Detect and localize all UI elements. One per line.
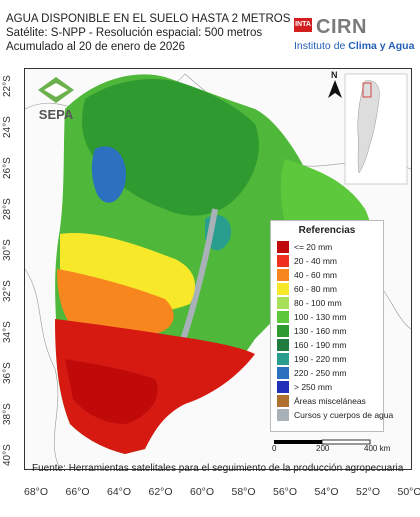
legend-label: 130 - 160 mm bbox=[294, 326, 347, 336]
latitude-label: 40°S bbox=[2, 444, 13, 466]
legend-item: 20 - 40 mm bbox=[277, 255, 337, 268]
latitude-label: 28°S bbox=[2, 198, 13, 220]
inta-cirn-logo: INTA CIRN Instituto de Clima y Agua bbox=[294, 16, 415, 58]
latitude-label: 30°S bbox=[2, 239, 13, 261]
legend-item: 130 - 160 mm bbox=[277, 325, 346, 338]
map-title: AGUA DISPONIBLE EN EL SUELO HASTA 2 METR… bbox=[6, 13, 291, 25]
legend-swatch bbox=[277, 325, 289, 337]
legend-swatch bbox=[277, 395, 289, 407]
longitude-label: 62°O bbox=[148, 486, 173, 498]
legend-swatch bbox=[277, 311, 289, 323]
legend-item: Cursos y cuerpos de agua bbox=[277, 409, 393, 422]
scale-bar: 0 200 400 km bbox=[272, 436, 392, 458]
north-arrow: N bbox=[326, 70, 344, 100]
sepa-logo: SEPA bbox=[35, 75, 77, 127]
inset-extent-box bbox=[362, 82, 372, 98]
longitude-label: 68°O bbox=[24, 486, 49, 498]
border-line bbox=[25, 268, 61, 469]
longitude-label: 58°O bbox=[231, 486, 256, 498]
legend-item: 160 - 190 mm bbox=[277, 339, 346, 352]
wet-zone-west bbox=[91, 146, 126, 203]
legend-label: <= 20 mm bbox=[294, 242, 333, 252]
latitude-label: 24°S bbox=[2, 116, 13, 138]
legend-label: Áreas misceláneas bbox=[294, 396, 366, 406]
legend-item: Áreas misceláneas bbox=[277, 395, 366, 408]
legend-swatch bbox=[277, 409, 289, 421]
source-note: Fuente: Herramientas satelitales para el… bbox=[32, 463, 404, 474]
legend-label: 80 - 100 mm bbox=[294, 298, 342, 308]
longitude-label: 50°O bbox=[397, 486, 420, 498]
legend-title: Referencias bbox=[298, 225, 356, 236]
legend-item: 100 - 130 mm bbox=[277, 311, 346, 324]
legend-label: 160 - 190 mm bbox=[294, 340, 347, 350]
extreme-dry-zone bbox=[65, 359, 158, 424]
legend-label: 220 - 250 mm bbox=[294, 368, 347, 378]
legend-swatch bbox=[277, 367, 289, 379]
longitude-label: 64°O bbox=[107, 486, 132, 498]
legend-label: 40 - 60 mm bbox=[294, 270, 337, 280]
legend-label: Cursos y cuerpos de agua bbox=[294, 410, 394, 420]
latitude-label: 22°S bbox=[2, 75, 13, 97]
inset-argentina-shape bbox=[357, 80, 380, 174]
legend-item: <= 20 mm bbox=[277, 241, 332, 254]
scale-tick-200: 200 bbox=[316, 444, 330, 453]
north-arrow-icon bbox=[328, 80, 342, 98]
legend-label: 100 - 130 mm bbox=[294, 312, 347, 322]
legend-swatch bbox=[277, 353, 289, 365]
map-date: Acumulado al 20 de enero de 2026 bbox=[6, 41, 186, 53]
scale-tick-400: 400 km bbox=[364, 444, 391, 453]
legend-swatch bbox=[277, 283, 289, 295]
legend-item: 60 - 80 mm bbox=[277, 283, 337, 296]
parana-river bbox=[177, 208, 218, 350]
institute-name: Instituto de Clima y Agua bbox=[294, 40, 415, 52]
legend: Referencias <= 20 mm 20 - 40 mm 40 - 60 mm… bbox=[270, 220, 393, 432]
longitude-label: 52°O bbox=[356, 486, 381, 498]
north-label: N bbox=[331, 70, 338, 80]
map-frame bbox=[24, 68, 412, 470]
inta-logo: INTA bbox=[294, 18, 312, 32]
legend-item: 220 - 250 mm bbox=[277, 367, 346, 380]
legend-swatch bbox=[277, 269, 289, 281]
longitude-label: 66°O bbox=[65, 486, 90, 498]
legend-swatch bbox=[277, 297, 289, 309]
latitude-label: 32°S bbox=[2, 280, 13, 302]
legend-label: 190 - 220 mm bbox=[294, 354, 347, 364]
legend-item: 40 - 60 mm bbox=[277, 269, 337, 282]
map-title-block: AGUA DISPONIBLE EN EL SUELO HASTA 2 METR… bbox=[6, 12, 306, 54]
cirn-logo-text: CIRN bbox=[316, 16, 367, 38]
sepa-diamond-icon bbox=[38, 77, 74, 103]
legend-item: 80 - 100 mm bbox=[277, 297, 342, 310]
legend-label: 60 - 80 mm bbox=[294, 284, 337, 294]
longitude-label: 56°O bbox=[273, 486, 298, 498]
latitude-label: 38°S bbox=[2, 403, 13, 425]
map-satellite: Satélite: S-NPP - Resolución espacial: 5… bbox=[6, 27, 263, 39]
legend-label: > 250 mm bbox=[294, 382, 333, 392]
scale-tick-0: 0 bbox=[272, 444, 277, 453]
scale-bar-graphic bbox=[274, 439, 371, 445]
longitude-label: 54°O bbox=[314, 486, 339, 498]
legend-swatch bbox=[277, 241, 289, 253]
legend-swatch bbox=[277, 381, 289, 393]
legend-swatch bbox=[277, 339, 289, 351]
legend-swatch bbox=[277, 255, 289, 267]
legend-label: 20 - 40 mm bbox=[294, 256, 337, 266]
latitude-label: 26°S bbox=[2, 157, 13, 179]
longitude-label: 60°O bbox=[190, 486, 215, 498]
latitude-label: 36°S bbox=[2, 362, 13, 384]
latitude-label: 34°S bbox=[2, 321, 13, 343]
legend-item: 190 - 220 mm bbox=[277, 353, 346, 366]
moist-north-zone bbox=[82, 79, 259, 216]
sepa-label: SEPA bbox=[38, 107, 74, 122]
dry-zone bbox=[57, 269, 174, 335]
legend-item: > 250 mm bbox=[277, 381, 332, 394]
